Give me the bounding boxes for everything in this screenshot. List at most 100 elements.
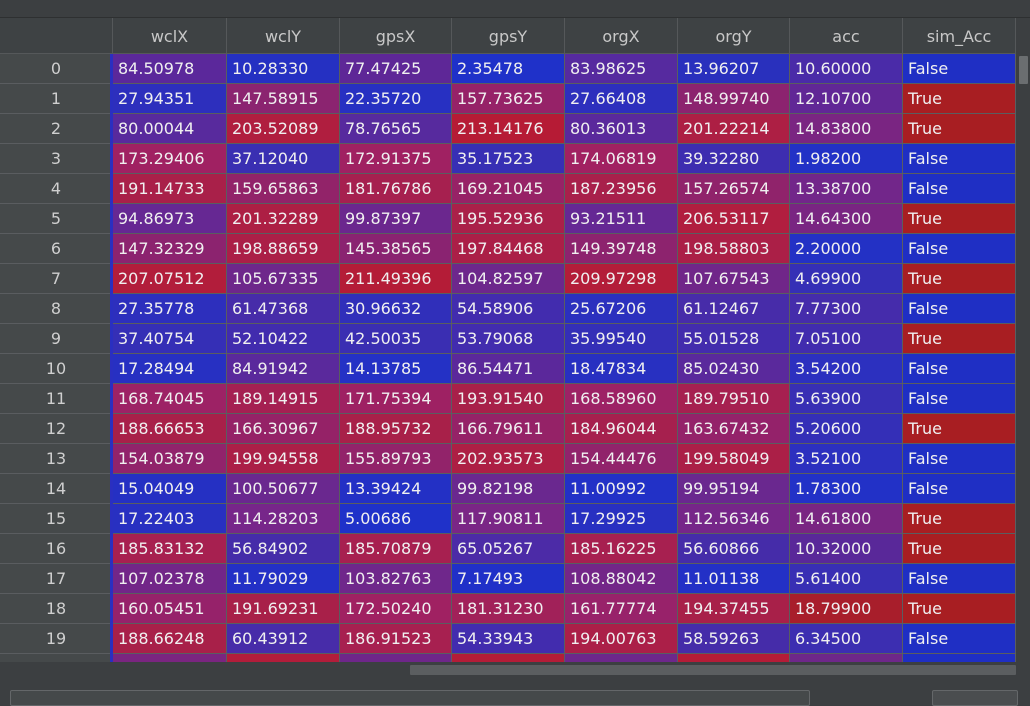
table-cell-wclX[interactable]: 17.28494 (113, 354, 227, 384)
table-cell-acc[interactable]: 2.20000 (790, 234, 903, 264)
table-cell-gpsY[interactable]: 193.91540 (452, 384, 565, 414)
table-cell-orgY[interactable]: 201.22214 (678, 114, 790, 144)
table-cell-sim_Acc[interactable]: True (903, 114, 1016, 144)
table-cell-gpsY[interactable]: 181.31230 (452, 594, 565, 624)
table-cell-wclY[interactable]: 198.88659 (227, 234, 340, 264)
table-cell-acc[interactable]: 14.83800 (790, 114, 903, 144)
column-header-orgY[interactable]: orgY (678, 18, 790, 54)
table-cell-wclX[interactable]: 191.14733 (113, 174, 227, 204)
table-row[interactable]: 12 188.66653 166.30967 188.95732 166.79611 18… (0, 414, 1016, 444)
table-cell-sim_Acc[interactable]: True (903, 204, 1016, 234)
table-cell-orgX[interactable]: 194.00763 (565, 624, 678, 654)
table-cell-orgX[interactable]: 18.47834 (565, 354, 678, 384)
table-row[interactable]: 11 168.74045 189.14915 171.75394 193.91540 16… (0, 384, 1016, 414)
table-row[interactable]: 15 17.22403 114.28203 5.00686 117.90811 17.29… (0, 504, 1016, 534)
table-cell-wclY[interactable]: 100.50677 (227, 474, 340, 504)
table-cell-gpsX[interactable]: 42.50035 (340, 324, 452, 354)
table-cell-orgX[interactable]: 184.96044 (565, 414, 678, 444)
table-cell-orgX[interactable]: 25.67206 (565, 294, 678, 324)
table-cell-gpsX[interactable]: 155.89793 (340, 444, 452, 474)
column-header-wclX[interactable]: wclX (113, 18, 227, 54)
table-cell-orgY[interactable]: 199.58049 (678, 444, 790, 474)
table-cell-gpsY[interactable]: 166.79611 (452, 414, 565, 444)
table-cell-orgY[interactable]: 11.01138 (678, 564, 790, 594)
table-cell-gpsX[interactable]: 172.50240 (340, 594, 452, 624)
table-cell-orgY[interactable]: 55.01528 (678, 324, 790, 354)
table-cell-sim_Acc[interactable]: False (903, 474, 1016, 504)
table-cell-gpsY[interactable]: 53.79068 (452, 324, 565, 354)
table-cell-sim_Acc[interactable]: True (903, 414, 1016, 444)
vertical-scrollbar[interactable] (1016, 18, 1030, 666)
table-row[interactable]: 5 94.86973 201.32289 99.87397 195.52936 93.21… (0, 204, 1016, 234)
table-cell-orgY[interactable]: 99.95194 (678, 474, 790, 504)
table-cell-acc[interactable]: 3.52100 (790, 444, 903, 474)
table-row[interactable]: 6 147.32329 198.88659 145.38565 197.84468 149… (0, 234, 1016, 264)
table-cell-wclX[interactable]: 107.02378 (113, 564, 227, 594)
table-cell-wclX[interactable]: 27.35778 (113, 294, 227, 324)
table-cell-orgY[interactable]: 13.96207 (678, 54, 790, 84)
table-row[interactable]: 18 160.05451 191.69231 172.50240 181.31230 16… (0, 594, 1016, 624)
table-cell-acc[interactable]: 14.64300 (790, 204, 903, 234)
table-cell-wclY[interactable]: 52.10422 (227, 324, 340, 354)
table-cell-wclY[interactable]: 147.58915 (227, 84, 340, 114)
table-cell-wclX[interactable]: 160.05451 (113, 594, 227, 624)
table-cell-sim_Acc[interactable]: False (903, 174, 1016, 204)
table-cell-gpsX[interactable]: 172.91375 (340, 144, 452, 174)
column-header-orgX[interactable]: orgX (565, 18, 678, 54)
table-cell-wclX[interactable]: 37.40754 (113, 324, 227, 354)
format-input-field[interactable] (10, 690, 810, 706)
table-cell-gpsY[interactable]: 7.17493 (452, 564, 565, 594)
table-cell-wclY[interactable]: 189.14915 (227, 384, 340, 414)
table-cell-gpsX[interactable]: 188.95732 (340, 414, 452, 444)
table-cell-acc[interactable]: 13.38700 (790, 174, 903, 204)
table-row[interactable]: 13 154.03879 199.94558 155.89793 202.93573 15… (0, 444, 1016, 474)
table-cell-wclY[interactable]: 56.84902 (227, 534, 340, 564)
table-cell-wclX[interactable]: 17.22403 (113, 504, 227, 534)
table-cell-orgY[interactable]: 148.99740 (678, 84, 790, 114)
table-cell-orgY[interactable]: 157.26574 (678, 174, 790, 204)
table-cell-orgX[interactable]: 108.88042 (565, 564, 678, 594)
table-cell-orgX[interactable]: 17.29925 (565, 504, 678, 534)
table-cell-wclY[interactable]: 166.30967 (227, 414, 340, 444)
table-cell-wclX[interactable]: 154.03879 (113, 444, 227, 474)
table-cell-gpsX[interactable]: 78.76565 (340, 114, 452, 144)
table-cell-gpsY[interactable]: 54.33943 (452, 624, 565, 654)
table-cell-orgY[interactable]: 206.53117 (678, 204, 790, 234)
table-cell-gpsY[interactable]: 213.14176 (452, 114, 565, 144)
table-cell-orgX[interactable]: 93.21511 (565, 204, 678, 234)
table-cell-sim_Acc[interactable]: False (903, 384, 1016, 414)
table-cell-wclY[interactable]: 10.28330 (227, 54, 340, 84)
table-cell-gpsY[interactable]: 195.52936 (452, 204, 565, 234)
table-cell-sim_Acc[interactable]: False (903, 354, 1016, 384)
table-cell-sim_Acc[interactable]: False (903, 564, 1016, 594)
table-cell-acc[interactable]: 10.32000 (790, 534, 903, 564)
table-cell-wclX[interactable]: 185.83132 (113, 534, 227, 564)
table-row[interactable]: 14 15.04049 100.50677 13.39424 99.82198 11.00… (0, 474, 1016, 504)
table-cell-acc[interactable]: 12.10700 (790, 84, 903, 114)
table-cell-orgX[interactable]: 174.06819 (565, 144, 678, 174)
table-cell-orgX[interactable]: 209.97298 (565, 264, 678, 294)
table-cell-wclY[interactable]: 37.12040 (227, 144, 340, 174)
table-cell-orgX[interactable]: 83.98625 (565, 54, 678, 84)
table-cell-orgX[interactable]: 185.16225 (565, 534, 678, 564)
table-cell-wclY[interactable]: 60.43912 (227, 624, 340, 654)
table-cell-gpsY[interactable]: 169.21045 (452, 174, 565, 204)
table-cell-acc[interactable]: 14.61800 (790, 504, 903, 534)
table-cell-orgX[interactable]: 11.00992 (565, 474, 678, 504)
table-cell-wclY[interactable]: 114.28203 (227, 504, 340, 534)
table-row[interactable]: 1 27.94351 147.58915 22.35720 157.73625 27.66… (0, 84, 1016, 114)
table-cell-gpsX[interactable]: 14.13785 (340, 354, 452, 384)
table-cell-wclY[interactable]: 159.65863 (227, 174, 340, 204)
table-cell-wclY[interactable]: 84.91942 (227, 354, 340, 384)
column-header-sim_Acc[interactable]: sim_Acc (903, 18, 1016, 54)
column-header-wclY[interactable]: wclY (227, 18, 340, 54)
table-cell-gpsY[interactable]: 197.84468 (452, 234, 565, 264)
table-cell-orgY[interactable]: 112.56346 (678, 504, 790, 534)
table-cell-wclX[interactable]: 94.86973 (113, 204, 227, 234)
table-cell-gpsX[interactable]: 171.75394 (340, 384, 452, 414)
table-cell-wclX[interactable]: 207.07512 (113, 264, 227, 294)
table-cell-wclY[interactable]: 61.47368 (227, 294, 340, 324)
table-row[interactable]: 4 191.14733 159.65863 181.76786 169.21045 187… (0, 174, 1016, 204)
table-cell-sim_Acc[interactable]: False (903, 234, 1016, 264)
table-cell-sim_Acc[interactable]: True (903, 534, 1016, 564)
